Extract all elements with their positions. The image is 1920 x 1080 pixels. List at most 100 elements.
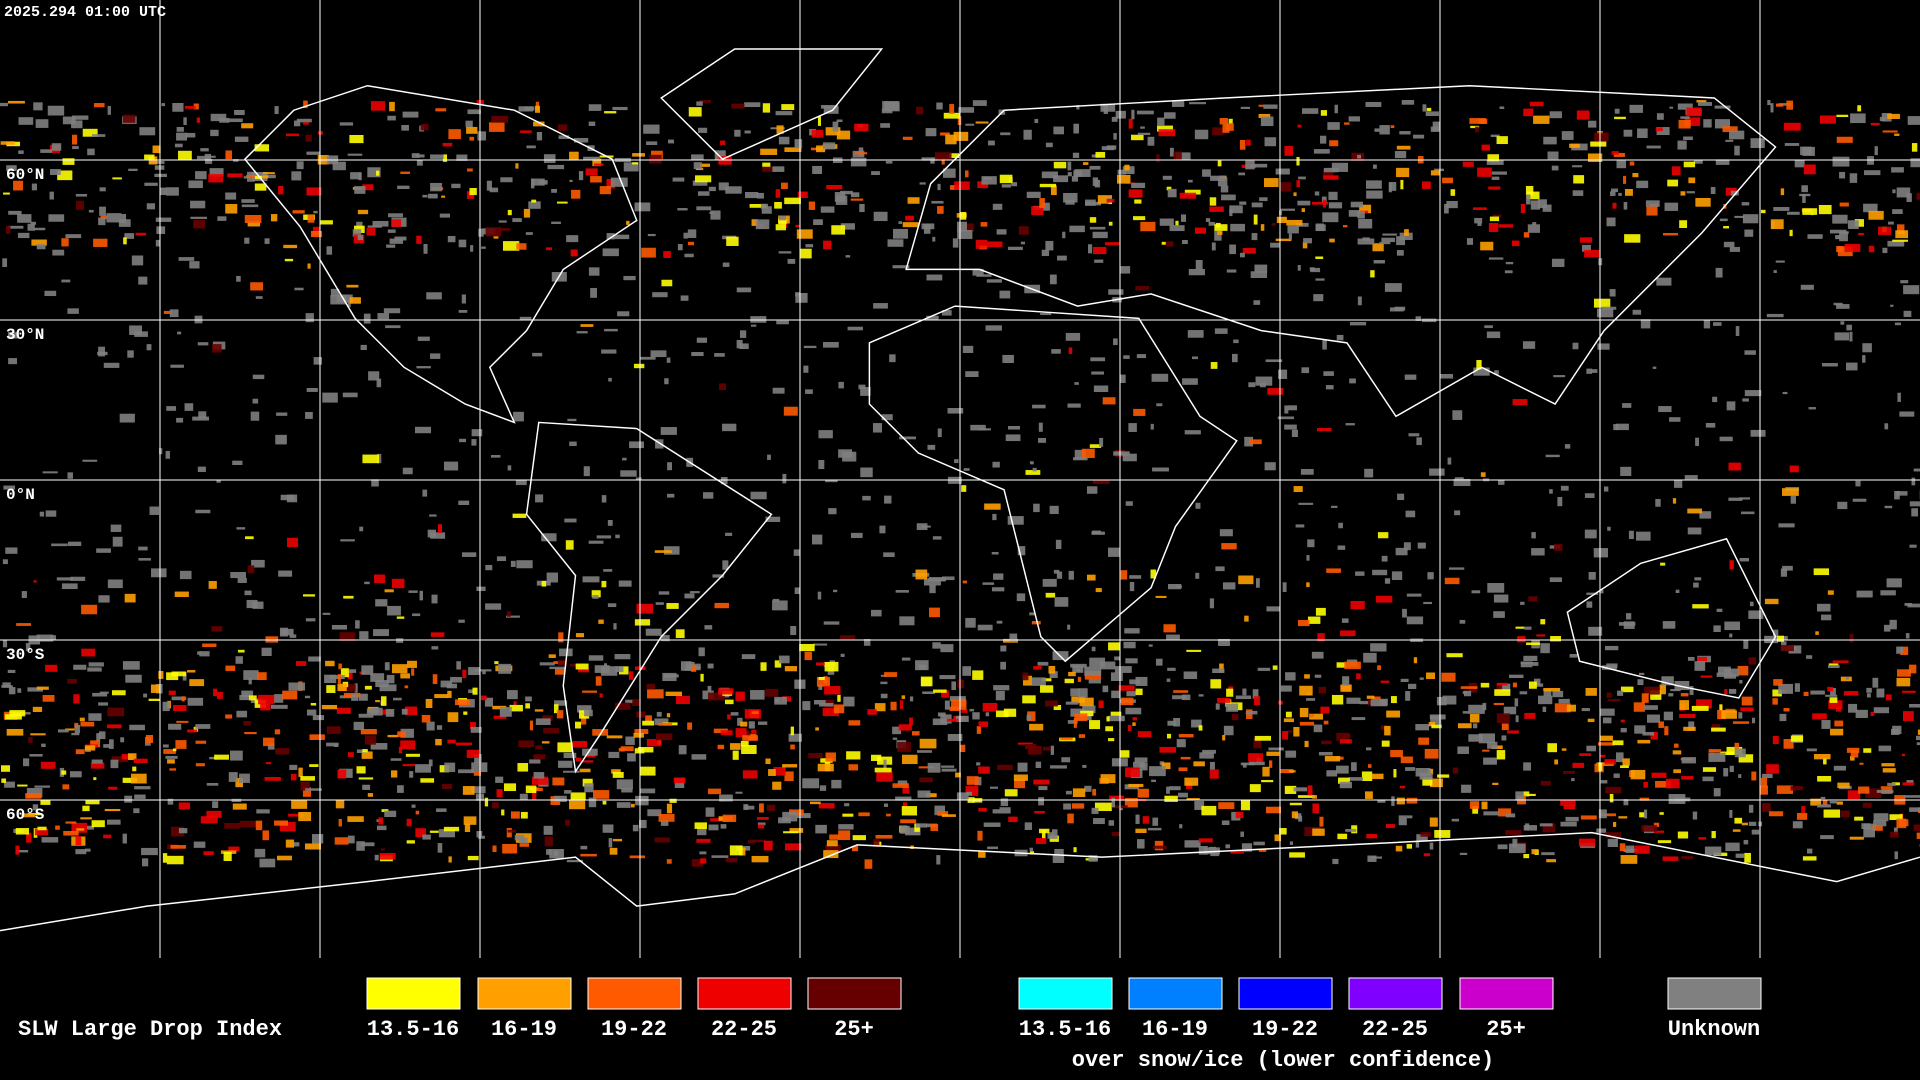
cloud-pixel: [1219, 663, 1224, 673]
legend: SLW Large Drop Index over snow/ice (lowe…: [18, 977, 1762, 1073]
cloud-pixel: [1399, 131, 1411, 135]
cloud-pixel: [358, 693, 368, 701]
cloud-pixel: [1764, 598, 1779, 605]
cloud-pixel: [1715, 267, 1723, 278]
cloud-pixel: [1405, 767, 1416, 771]
cloud-pixel: [1846, 362, 1858, 371]
cloud-pixel: [1307, 539, 1315, 548]
cloud-pixel: [1609, 793, 1614, 803]
cloud-pixel: [1221, 543, 1237, 550]
cloud-pixel: [1911, 508, 1919, 517]
cloud-pixel: [1240, 800, 1251, 811]
cloud-pixel: [620, 746, 634, 752]
cloud-pixel: [708, 186, 716, 192]
cloud-pixel: [1549, 489, 1553, 494]
cloud-pixel: [426, 292, 442, 300]
cloud-pixel: [322, 612, 331, 615]
cloud-pixel: [742, 770, 758, 779]
cloud-pixel: [463, 711, 468, 715]
cloud-pixel: [195, 740, 207, 744]
cloud-pixel: [293, 842, 300, 847]
cloud-pixel: [307, 263, 311, 269]
cloud-pixel: [588, 121, 596, 126]
cloud-pixel: [1457, 723, 1472, 729]
cloud-pixel: [1242, 688, 1247, 696]
cloud-pixel: [1239, 252, 1245, 258]
cloud-pixel: [1639, 797, 1650, 801]
cloud-pixel: [677, 208, 688, 211]
cloud-pixel: [1315, 256, 1324, 260]
cloud-pixel: [1359, 700, 1375, 705]
cloud-pixel: [1852, 498, 1867, 502]
cloud-pixel: [1215, 703, 1220, 710]
cloud-pixel: [111, 690, 126, 696]
cloud-pixel: [755, 219, 770, 230]
cloud-pixel: [125, 674, 142, 683]
cloud-pixel: [1406, 844, 1413, 849]
cloud-pixel: [1184, 840, 1201, 848]
cloud-pixel: [1887, 221, 1894, 225]
cloud-pixel: [239, 773, 250, 783]
cloud-pixel: [436, 725, 443, 730]
cloud-pixel: [1713, 322, 1722, 326]
cloud-pixel: [993, 685, 1010, 691]
cloud-pixel: [1115, 110, 1126, 119]
cloud-pixel: [1049, 274, 1057, 285]
cloud-pixel: [700, 858, 707, 864]
cloud-pixel: [708, 788, 722, 795]
cloud-pixel: [190, 200, 206, 209]
cloud-pixel: [195, 724, 211, 729]
cloud-pixel: [1155, 658, 1163, 666]
cloud-pixel: [1135, 814, 1140, 824]
cloud-pixel: [1881, 763, 1895, 767]
cloud-pixel: [749, 204, 767, 208]
cloud-pixel: [816, 145, 826, 153]
cloud-pixel: [1734, 742, 1740, 750]
cloud-pixel: [750, 839, 766, 843]
cloud-pixel: [1003, 708, 1017, 717]
cloud-pixel: [1054, 848, 1064, 856]
cloud-pixel: [1313, 724, 1323, 733]
cloud-pixel: [744, 130, 751, 134]
cloud-pixel: [696, 838, 711, 843]
cloud-pixel: [1100, 774, 1116, 784]
cloud-pixel: [606, 233, 615, 240]
cloud-pixel: [474, 754, 482, 763]
cloud-pixel: [1089, 720, 1101, 730]
cloud-pixel: [44, 290, 57, 297]
cloud-pixel: [1329, 238, 1335, 243]
cloud-pixel: [1007, 426, 1020, 430]
cloud-pixel: [184, 105, 196, 109]
cloud-pixel: [864, 859, 873, 869]
cloud-pixel: [551, 221, 561, 225]
cloud-pixel: [1688, 177, 1696, 184]
cloud-pixel: [172, 103, 184, 112]
cloud-pixel: [1136, 354, 1147, 359]
cloud-pixel: [1100, 103, 1116, 112]
cloud-pixel: [1382, 233, 1398, 236]
cloud-pixel: [1812, 713, 1827, 720]
cloud-pixel: [1050, 185, 1057, 196]
cloud-pixel: [1612, 740, 1624, 746]
cloud-pixel: [1588, 120, 1597, 128]
cloud-pixel: [373, 629, 390, 637]
cloud-pixel: [1067, 161, 1072, 171]
cloud-pixel: [1447, 457, 1452, 465]
cloud-pixel: [995, 690, 1005, 701]
cloud-pixel: [687, 241, 695, 246]
cloud-pixel: [826, 840, 838, 847]
cloud-pixel: [1630, 769, 1646, 780]
cloud-pixel: [1671, 166, 1681, 176]
cloud-pixel: [1408, 433, 1420, 437]
cloud-pixel: [149, 506, 160, 515]
cloud-pixel: [1340, 684, 1352, 692]
cloud-pixel: [422, 834, 431, 840]
cloud-pixel: [40, 800, 51, 805]
cloud-pixel: [270, 704, 288, 709]
cloud-pixel: [570, 792, 586, 801]
cloud-pixel: [694, 822, 708, 829]
cloud-pixel: [1194, 129, 1209, 140]
cloud-pixel: [1508, 674, 1524, 679]
cloud-pixel: [1187, 330, 1204, 338]
cloud-pixel: [1248, 761, 1265, 766]
